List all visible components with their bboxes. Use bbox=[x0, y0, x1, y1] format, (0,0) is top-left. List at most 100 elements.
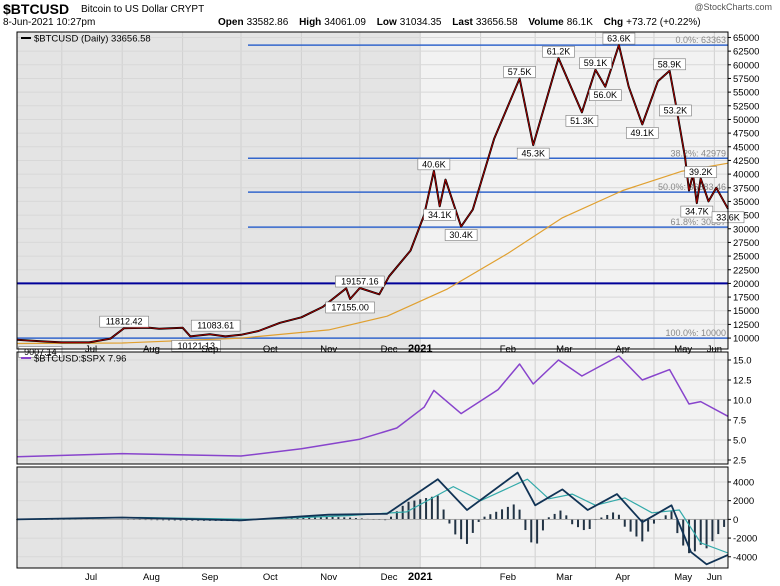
macd-histogram-bar bbox=[664, 515, 667, 520]
price-annotation: 34.1K bbox=[423, 209, 457, 221]
y-tick-label: 42500 bbox=[733, 156, 759, 167]
macd-histogram-bar bbox=[471, 519, 474, 533]
price-annotation-text: 30.4K bbox=[449, 230, 473, 240]
macd-signal-line bbox=[16, 478, 729, 554]
macd-histogram-bar bbox=[699, 519, 702, 545]
y-tick-label: 37500 bbox=[733, 183, 759, 194]
low-label: Low bbox=[376, 17, 397, 28]
symbol: $BTCUSD bbox=[3, 1, 70, 17]
open-value: 33582.86 bbox=[246, 17, 289, 28]
y-tick-label: 4000 bbox=[733, 477, 754, 488]
price-annotation-box bbox=[653, 58, 686, 71]
macd-histogram-bar bbox=[524, 519, 527, 531]
legend-text: $BTCUSD:$SPX 7.96 bbox=[34, 354, 126, 365]
ohlc-bar: Open 33582.86 High 34061.09 Low 31034.35 La… bbox=[218, 17, 701, 28]
x-month-label: Jun bbox=[707, 344, 722, 355]
price-annotation: 61.2K bbox=[542, 45, 575, 58]
price-annotation-text: 59.1K bbox=[584, 58, 608, 68]
panel-frame bbox=[16, 351, 729, 465]
price-annotation: 19157.16 bbox=[335, 275, 385, 288]
y-tick-label: 55000 bbox=[733, 88, 759, 99]
macd-histogram-bar bbox=[676, 519, 679, 534]
price-annotation: 58.9K bbox=[653, 58, 686, 71]
x-month-label: Aug bbox=[143, 572, 160, 583]
macd-histogram-bar bbox=[629, 519, 632, 532]
x-month-label: Apr bbox=[615, 344, 630, 355]
x-month-label: Sep bbox=[201, 344, 218, 355]
price-annotation: 34.7K bbox=[680, 205, 714, 218]
macd-histogram-bar bbox=[290, 517, 293, 520]
price-annotation-box bbox=[190, 319, 241, 332]
price-annotation: 10121.13 bbox=[171, 340, 221, 352]
x-month-label: Nov bbox=[320, 344, 337, 355]
macd-histogram-bar bbox=[477, 519, 480, 522]
y-tick-label: 35000 bbox=[733, 197, 759, 208]
macd-histogram-bar bbox=[162, 519, 165, 521]
fib-level-label: 61.8%: 30387 bbox=[670, 217, 726, 227]
price-annotation: 11083.61 bbox=[190, 319, 241, 332]
price-annotation-text: 11083.61 bbox=[197, 321, 234, 331]
macd-histogram-bar bbox=[688, 519, 691, 554]
price-annotation-text: 40.6K bbox=[422, 159, 446, 169]
price-annotation: 30.4K bbox=[444, 229, 478, 241]
x-month-label: Feb bbox=[500, 572, 516, 583]
moving-average-line bbox=[16, 162, 729, 345]
y-tick-label: 30000 bbox=[733, 224, 759, 235]
price-annotation-box bbox=[417, 158, 451, 171]
y-tick-label: -4000 bbox=[733, 552, 757, 563]
macd-histogram-bar bbox=[430, 496, 433, 520]
macd-histogram-bar bbox=[553, 513, 556, 520]
fib-level-label: 0.0%: 63363 bbox=[675, 35, 726, 45]
price-annotation: 57.5K bbox=[503, 66, 536, 78]
price-annotation: 59.1K bbox=[579, 57, 612, 70]
x-month-label: Feb bbox=[500, 344, 516, 355]
x-month-label: Mar bbox=[556, 572, 572, 583]
y-tick-label: 12.5 bbox=[733, 376, 752, 387]
y-tick-label: 20000 bbox=[733, 279, 759, 290]
date-stamp: 8-Jun-2021 10:27pm bbox=[3, 17, 96, 28]
x-month-label: 2021 bbox=[408, 571, 432, 583]
price-annotation-box bbox=[335, 275, 385, 288]
price-annotation-text: 61.2K bbox=[547, 47, 571, 57]
price-annotation-box bbox=[565, 115, 599, 127]
macd-histogram-bar bbox=[717, 519, 720, 535]
macd-histogram-bar bbox=[518, 509, 521, 520]
macd-histogram-bar bbox=[436, 495, 439, 520]
price-annotation-text: 11812.42 bbox=[106, 317, 143, 327]
macd-histogram-bar bbox=[343, 517, 346, 520]
macd-histogram-bar bbox=[723, 519, 726, 527]
y-tick-label: 17500 bbox=[733, 293, 759, 304]
y-tick-label: 52500 bbox=[733, 101, 759, 112]
macd-histogram-bar bbox=[360, 518, 363, 520]
y-tick-label: 40000 bbox=[733, 170, 759, 181]
low-value: 31034.35 bbox=[399, 17, 442, 28]
price-annotation-box bbox=[602, 32, 636, 45]
ratio-line bbox=[16, 355, 729, 458]
fib-level-label: 38.2%: 42979 bbox=[670, 148, 726, 158]
macd-histogram-bar bbox=[395, 511, 398, 520]
price-annotation-box bbox=[684, 166, 718, 178]
macd-histogram-bar bbox=[512, 504, 515, 520]
price-annotation-box bbox=[325, 301, 375, 314]
y-tick-label: 10.0 bbox=[733, 396, 752, 407]
macd-histogram-bar bbox=[314, 517, 317, 520]
price-annotation-box bbox=[423, 209, 457, 221]
price-annotation: 51.3K bbox=[565, 115, 599, 127]
price-annotation-box bbox=[579, 57, 612, 70]
macd-histogram-bar bbox=[413, 500, 416, 520]
y-tick-label: 65000 bbox=[733, 33, 759, 44]
price-annotation-box bbox=[542, 45, 575, 58]
macd-histogram-bar bbox=[670, 511, 673, 520]
price-annotation: 11812.42 bbox=[99, 315, 149, 328]
price-annotation-text: 39.2K bbox=[689, 167, 713, 177]
price-annotation-text: 51.3K bbox=[570, 116, 594, 126]
price-annotation-text: 19157.16 bbox=[341, 277, 379, 287]
x-month-label: Dec bbox=[381, 344, 398, 355]
y-tick-label: 5.0 bbox=[733, 436, 746, 447]
y-tick-label: 2000 bbox=[733, 496, 754, 507]
volume-value: 86.1K bbox=[566, 17, 593, 28]
fib-level-label: 50.0%: 36683.46 bbox=[658, 182, 726, 192]
macd-histogram-bar bbox=[652, 519, 655, 524]
x-month-label: Jun bbox=[707, 572, 722, 583]
macd-histogram-bar bbox=[156, 519, 159, 521]
